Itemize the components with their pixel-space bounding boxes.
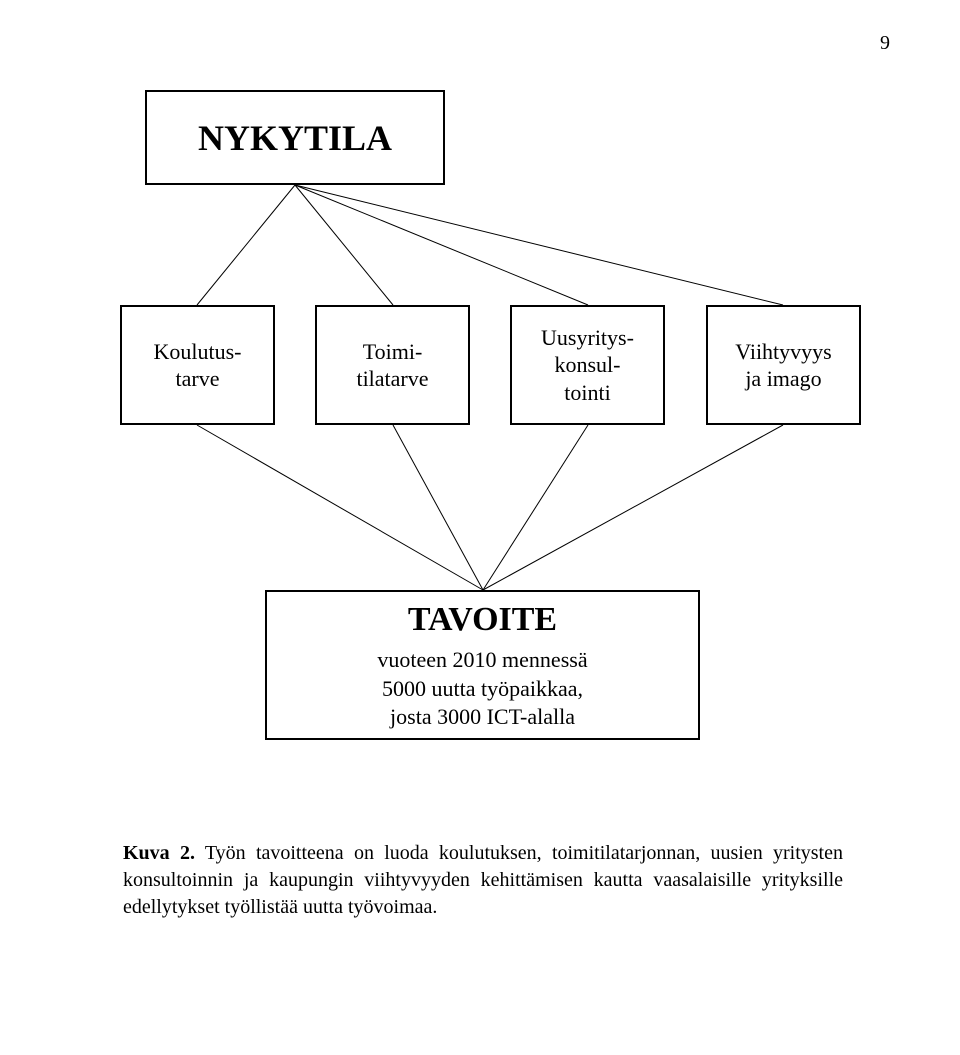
mid-line: tointi <box>541 379 634 407</box>
diagram: NYKYTILA Koulutus- tarve Toimi- tilatarv… <box>0 0 960 800</box>
goal-line: 5000 uutta työpaikkaa, <box>382 675 583 704</box>
top-box-nykytila: NYKYTILA <box>145 90 445 185</box>
goal-line: vuoteen 2010 mennessä <box>377 646 587 675</box>
mid-line: tarve <box>154 365 242 393</box>
mid-line: Uusyritys- <box>541 324 634 352</box>
mid-box-viihtyvyys-imago: Viihtyvyys ja imago <box>706 305 861 425</box>
mid-box-toimitilatarve: Toimi- tilatarve <box>315 305 470 425</box>
goal-line: josta 3000 ICT-alalla <box>390 703 575 732</box>
caption-text: Työn tavoitteena on luoda koulutuksen, t… <box>123 842 843 918</box>
mid-line: ja imago <box>735 365 831 393</box>
caption-lead: Kuva 2. <box>123 842 195 864</box>
mid-box-koulutustarve: Koulutus- tarve <box>120 305 275 425</box>
goal-title: TAVOITE <box>408 598 557 642</box>
mid-line: Toimi- <box>356 338 428 366</box>
mid-line: Koulutus- <box>154 338 242 366</box>
mid-line: tilatarve <box>356 365 428 393</box>
mid-box-uusyrityskonsultointi: Uusyritys- konsul- tointi <box>510 305 665 425</box>
mid-line: Viihtyvyys <box>735 338 831 366</box>
top-box-label: NYKYTILA <box>198 117 392 159</box>
goal-box-tavoite: TAVOITE vuoteen 2010 mennessä 5000 uutta… <box>265 590 700 740</box>
mid-line: konsul- <box>541 351 634 379</box>
figure-caption: Kuva 2. Työn tavoitteena on luoda koulut… <box>123 840 843 921</box>
